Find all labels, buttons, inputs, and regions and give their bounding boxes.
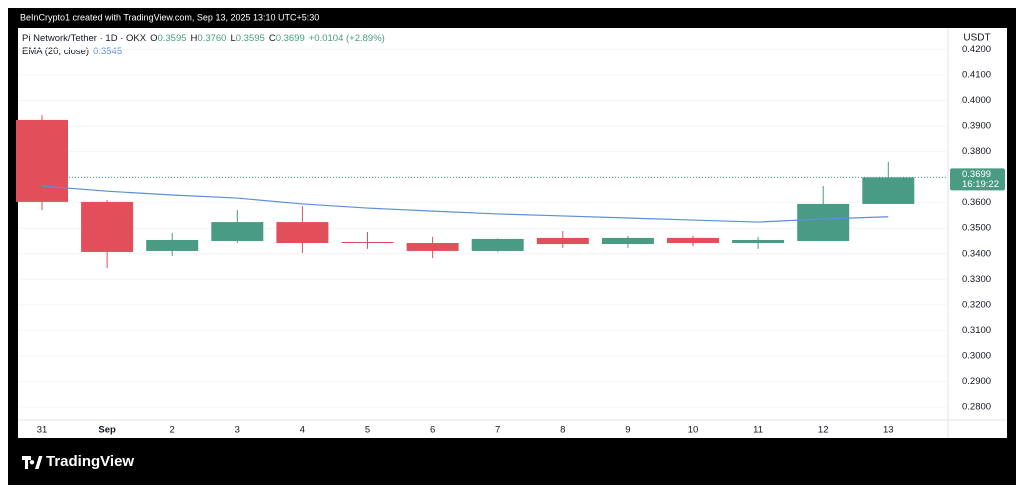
ohlc-key: O: [150, 33, 157, 44]
x-tick-label: 10: [688, 425, 699, 436]
candle-body: [81, 201, 134, 252]
y-tick-label: 0.3100: [962, 325, 991, 336]
indicator-value: 0.3545: [93, 46, 122, 57]
candle-body: [536, 237, 589, 245]
x-tick-label: 2: [170, 425, 175, 436]
y-tick-label: 0.2900: [962, 376, 991, 387]
candle-body: [146, 239, 199, 251]
symbol: Pi Network/Tether · 1D · OKX: [22, 33, 147, 44]
x-tick-label: 8: [560, 425, 565, 436]
indicator-name: EMA (20, close): [22, 46, 89, 57]
candle-body: [471, 238, 524, 251]
ohlc-key: C: [269, 33, 276, 44]
x-tick-label: 5: [365, 425, 370, 436]
candle-body: [16, 119, 68, 202]
last-price-label: 0.3699: [962, 169, 991, 180]
x-tick-label: 7: [495, 425, 500, 436]
x-tick-label: 12: [818, 425, 829, 436]
x-tick-label: 4: [300, 425, 305, 436]
y-tick-label: 0.4000: [962, 95, 991, 106]
change: +0.0104 (+2.89%): [309, 33, 385, 44]
currency: USDT: [963, 33, 990, 44]
x-tick-label: 6: [430, 425, 435, 436]
candle-body: [601, 237, 654, 245]
y-tick-label: 0.3000: [962, 350, 991, 361]
x-tick-label: 11: [753, 425, 763, 436]
y-tick-label: 0.3300: [962, 274, 991, 285]
x-tick-label: 9: [625, 425, 630, 436]
candle-body: [862, 177, 915, 204]
ohlc-key: L: [230, 33, 235, 44]
last-price-box: [950, 168, 1005, 191]
candle-body: [406, 243, 459, 251]
y-tick-label: 0.4200: [962, 44, 991, 55]
x-tick-label: Sep: [98, 425, 116, 436]
y-tick-label: 0.3200: [962, 299, 991, 310]
y-tick-label: 0.2800: [962, 401, 991, 412]
legend-line: Pi Network/Tether · 1D · OKX O0.3595 H0.37…: [22, 33, 385, 44]
ohlc-key: H: [191, 33, 198, 44]
ohlc-value: 0.3699: [276, 33, 305, 44]
chart-panel: [18, 28, 1007, 438]
y-tick-label: 0.3800: [962, 146, 991, 157]
x-tick-label: 3: [235, 425, 240, 436]
brand-logo: [22, 456, 43, 469]
ohlc-value: 0.3595: [236, 33, 265, 44]
y-tick-label: 0.3600: [962, 197, 991, 208]
y-tick-label: 0.3500: [962, 223, 991, 234]
x-tick-label: 13: [883, 425, 894, 436]
candle-body: [341, 242, 394, 244]
candle-body: [211, 222, 264, 241]
indicator-legend: EMA (20, close) 0.3545: [22, 46, 122, 57]
countdown: 16:19:22: [962, 179, 999, 190]
candle-body: [276, 222, 329, 244]
y-tick-label: 0.3400: [962, 248, 991, 259]
candle-body: [732, 239, 785, 244]
legend: Pi Network/Tether · 1D · OKX O0.3595 H0.37…: [22, 33, 385, 57]
candle-body: [797, 203, 850, 241]
brand: TradingView: [46, 453, 134, 470]
x-tick-label: 31: [37, 425, 48, 436]
candle-body: [667, 237, 719, 244]
ohlc-value: 0.3595: [157, 33, 186, 44]
ohlc-value: 0.3760: [197, 33, 226, 44]
attribution: BeInCrypto1 created with TradingView.com…: [20, 12, 319, 22]
ema-line: [41, 185, 889, 223]
y-tick-label: 0.3900: [962, 121, 991, 132]
y-tick-label: 0.4100: [962, 70, 991, 81]
